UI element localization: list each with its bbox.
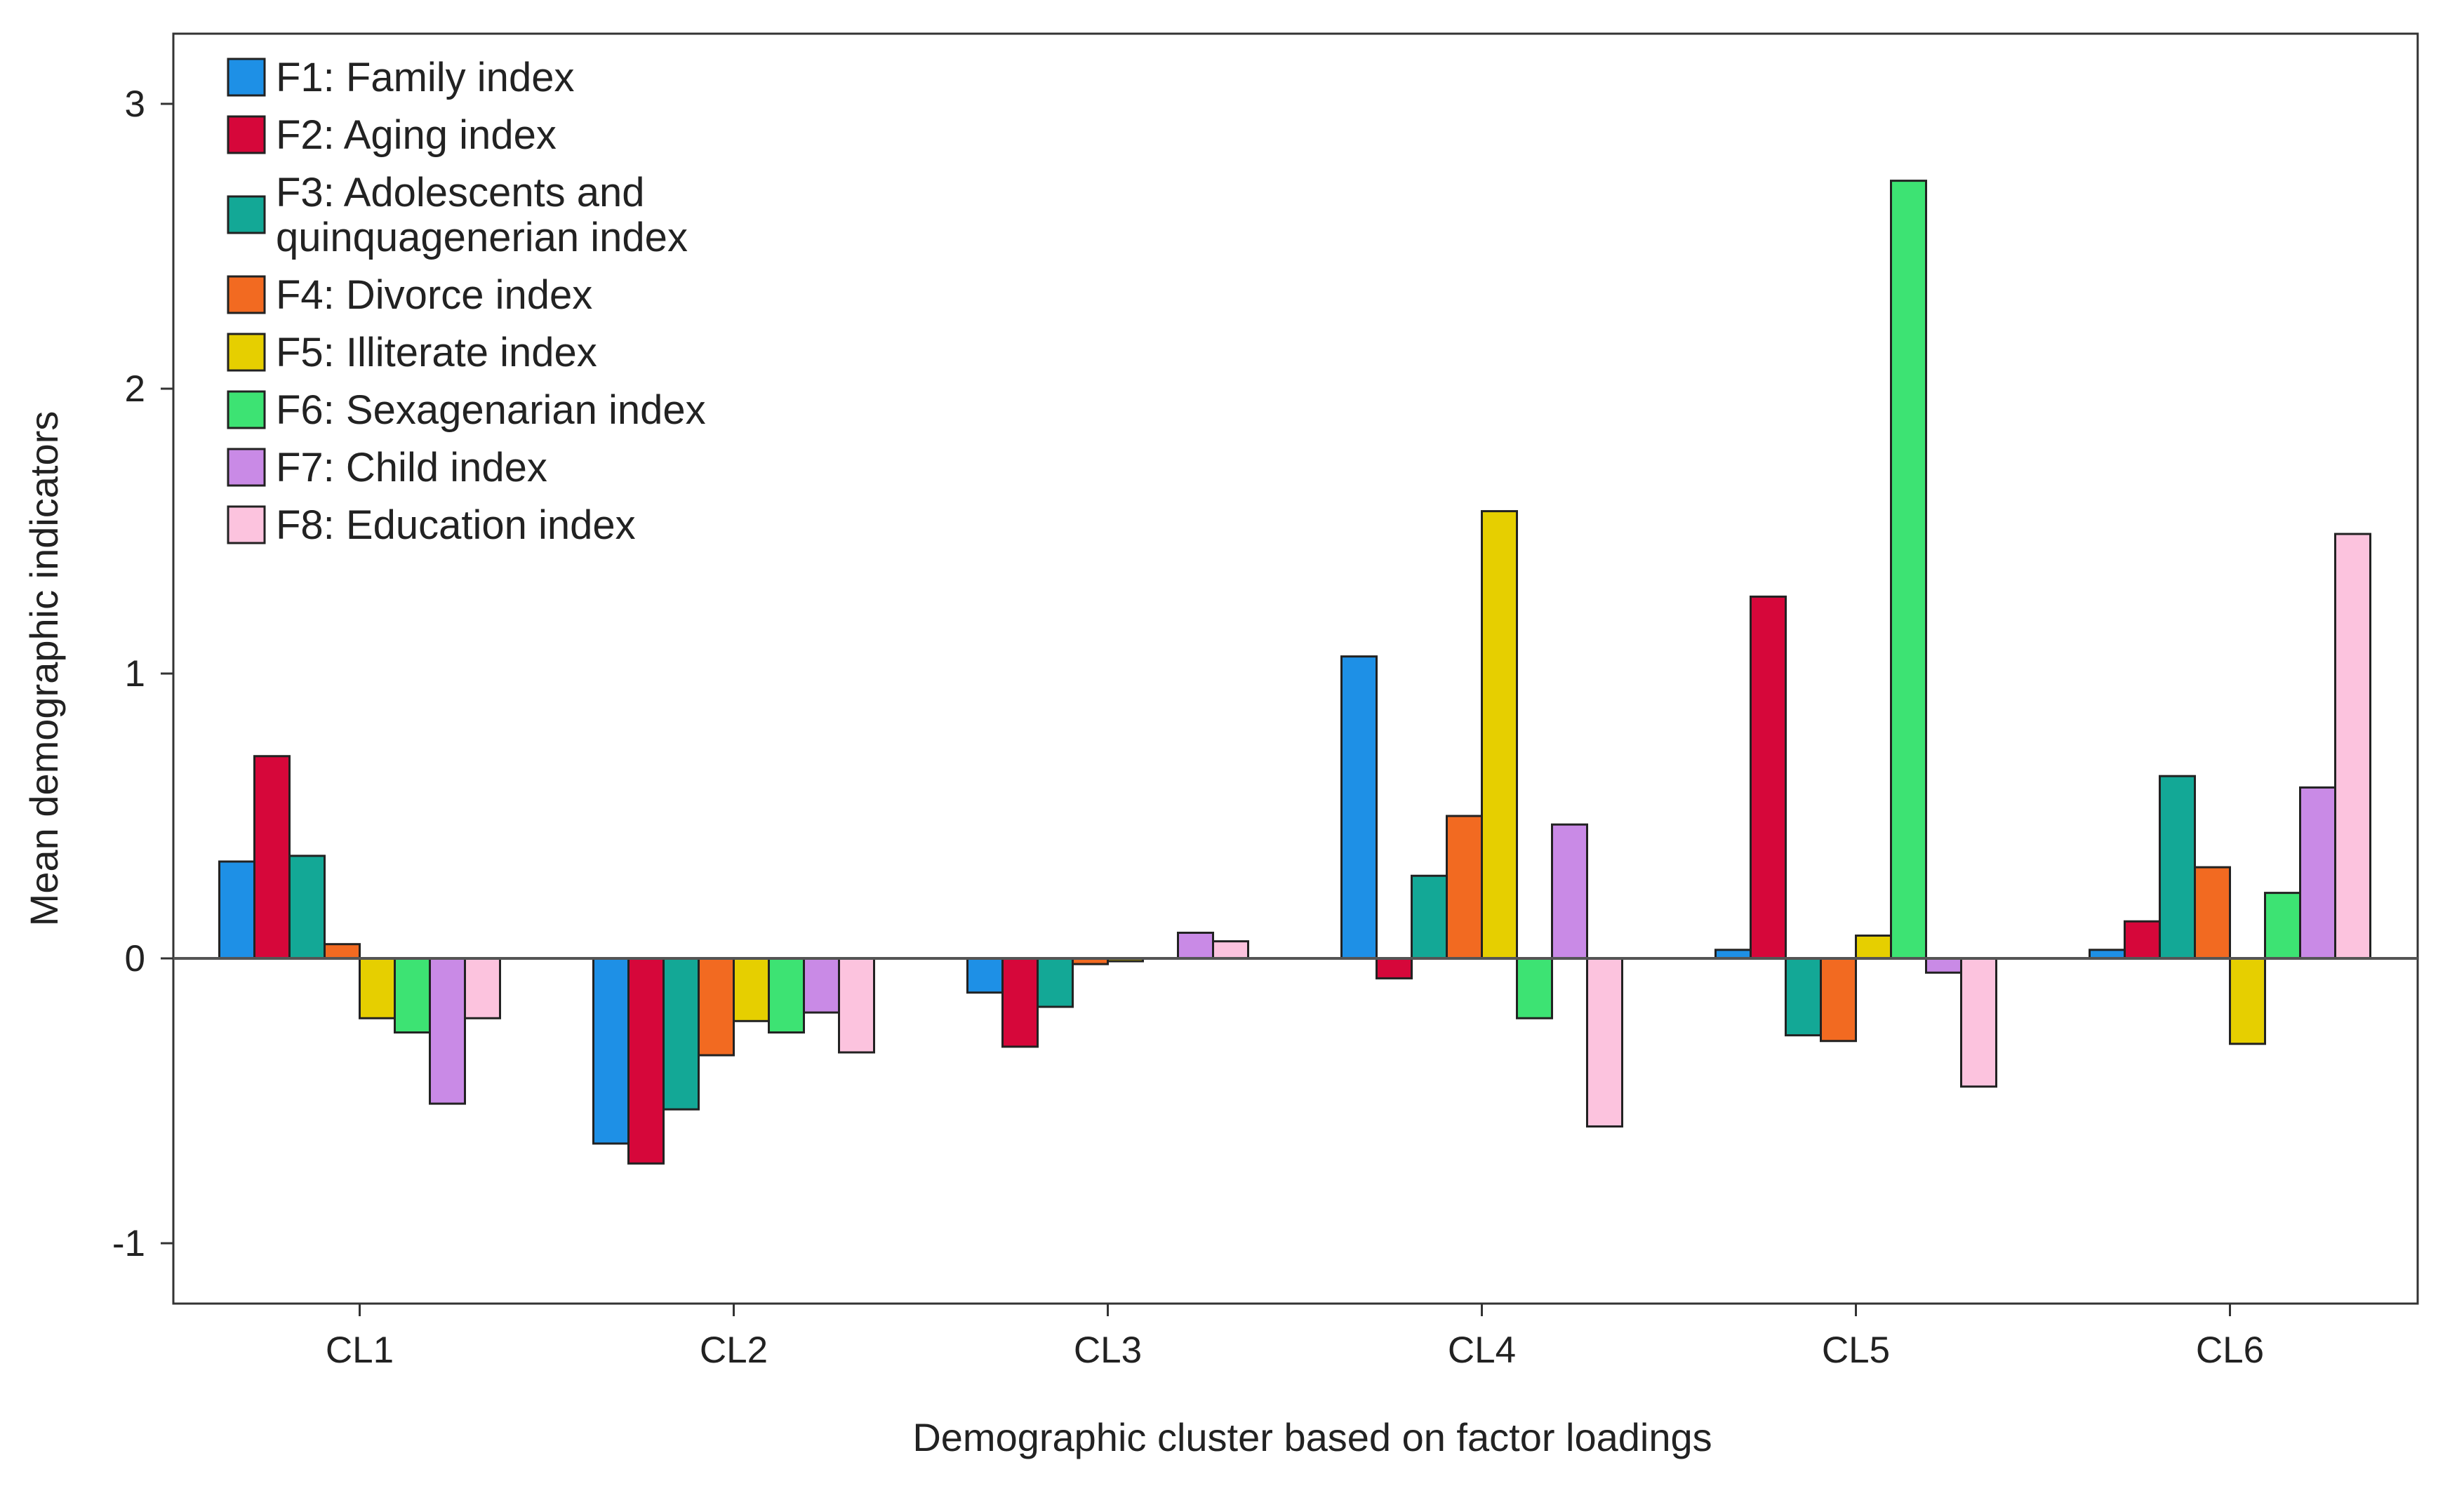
bar: [1925, 957, 1962, 974]
bar: [1212, 940, 1249, 960]
y-tick-label: 0: [125, 938, 145, 979]
bar: [662, 957, 700, 1111]
legend-swatch: [227, 505, 266, 544]
bar: [324, 943, 361, 960]
bar: [592, 957, 630, 1145]
bar: [2264, 892, 2301, 960]
legend-label: F3: Adolescents and: [276, 170, 645, 215]
bar: [733, 957, 770, 1022]
bar: [1551, 823, 1588, 960]
bar: [1177, 931, 1214, 960]
bar: [2299, 786, 2336, 960]
bar: [1340, 655, 1378, 960]
legend-swatch: [227, 195, 266, 234]
y-axis-title: Mean demographic indicators: [22, 411, 66, 927]
bar: [1001, 957, 1039, 1048]
bar: [2159, 775, 2196, 960]
bar: [698, 957, 735, 1057]
legend-swatch: [227, 58, 266, 97]
bar: [1855, 935, 1892, 960]
bar: [1785, 957, 1822, 1037]
bar: [1960, 957, 1997, 1088]
legend: F1: Family index F2: Aging index F3: Adole…: [227, 55, 706, 548]
bar: [2194, 866, 2231, 960]
bar: [394, 957, 431, 1034]
bar: [966, 957, 1004, 994]
bar: [803, 957, 840, 1014]
x-tick-label: CL3: [1074, 1330, 1142, 1371]
y-tick-label: 1: [125, 653, 145, 695]
bar: [1750, 595, 1787, 960]
legend-label: F4: Divorce index: [276, 272, 592, 318]
x-axis: CL1 CL2 CL3 CL4 CL5 CL6: [326, 1304, 2264, 1371]
y-axis: -1 0 1 2 3: [112, 83, 173, 1264]
legend-swatch: [227, 390, 266, 429]
x-axis-title: Demographic cluster based on factor load…: [912, 1415, 1712, 1459]
bar: [253, 755, 291, 960]
bar: [1820, 957, 1857, 1043]
bar: [464, 957, 501, 1019]
bars: [218, 180, 2371, 1165]
bar: [288, 855, 326, 960]
y-tick-label: -1: [112, 1223, 145, 1264]
legend-label: F5: Illiterate index: [276, 330, 597, 375]
legend-label: F7: Child index: [276, 445, 547, 490]
legend-label: F1: Family index: [276, 55, 574, 100]
legend-label: quinquagenerian index: [276, 215, 688, 260]
bar: [1037, 957, 1074, 1008]
y-tick-label: 3: [125, 83, 145, 125]
y-tick-label: 2: [125, 368, 145, 410]
bar: [1481, 510, 1518, 960]
bar: [359, 957, 396, 1019]
bar: [1586, 957, 1623, 1128]
legend-swatch: [227, 275, 266, 314]
legend-label: F2: Aging index: [276, 112, 557, 158]
x-tick-label: CL5: [1822, 1330, 1890, 1371]
bar: [768, 957, 805, 1034]
bar: [1516, 957, 1553, 1019]
legend-swatch: [227, 333, 266, 372]
plot-frame: [172, 32, 2419, 1305]
legend-swatch: [227, 115, 266, 154]
bar: [2334, 533, 2371, 960]
bar: [1890, 180, 1927, 960]
legend-label: F8: Education index: [276, 502, 636, 548]
bar: [429, 957, 466, 1105]
legend-swatch: [227, 448, 266, 487]
x-tick-label: CL1: [326, 1330, 394, 1371]
x-tick-label: CL4: [1448, 1330, 1516, 1371]
x-tick-label: CL6: [2196, 1330, 2264, 1371]
bar: [1376, 957, 1413, 979]
bar: [838, 957, 875, 1054]
x-tick-label: CL2: [700, 1330, 768, 1371]
legend-label: F6: Sexagenarian index: [276, 387, 706, 433]
bar: [218, 860, 255, 960]
bar: [2124, 920, 2161, 960]
bar: [627, 957, 665, 1165]
bar: [1411, 874, 1448, 960]
bar: [2229, 957, 2266, 1045]
bar: [1446, 815, 1483, 960]
